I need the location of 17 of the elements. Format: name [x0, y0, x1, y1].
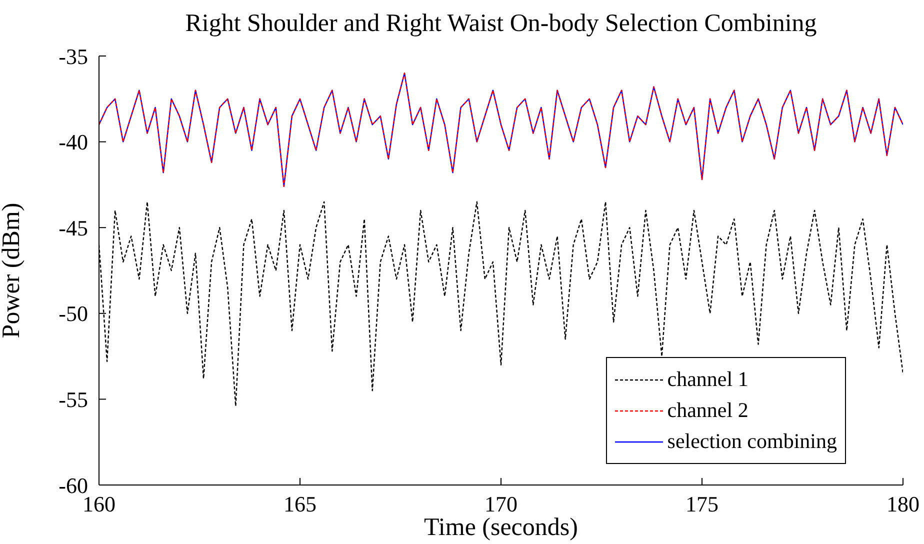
y-tick-label: -45: [58, 215, 88, 240]
x-tick-label: 165: [284, 492, 316, 517]
line-series: [99, 72, 903, 188]
legend-label: channel 2: [667, 397, 748, 424]
x-tick-label: 175: [686, 492, 718, 517]
x-tick-label: 180: [886, 492, 920, 517]
y-tick-label: -50: [58, 301, 88, 326]
legend-label: selection combining: [667, 428, 837, 455]
y-tick-label: -55: [58, 387, 88, 412]
y-tick-label: -60: [58, 472, 88, 498]
y-tick-label: -35: [58, 44, 88, 69]
legend-label: channel 1: [667, 366, 748, 393]
chart-title: Right Shoulder and Right Waist On-body Selection Combining: [184, 10, 818, 38]
y-axis-title: Power (dBm): [0, 202, 25, 338]
x-axis-title: Time (seconds): [424, 514, 578, 541]
x-tick-label: 170: [484, 492, 518, 517]
y-tick-label: -40: [58, 130, 88, 155]
